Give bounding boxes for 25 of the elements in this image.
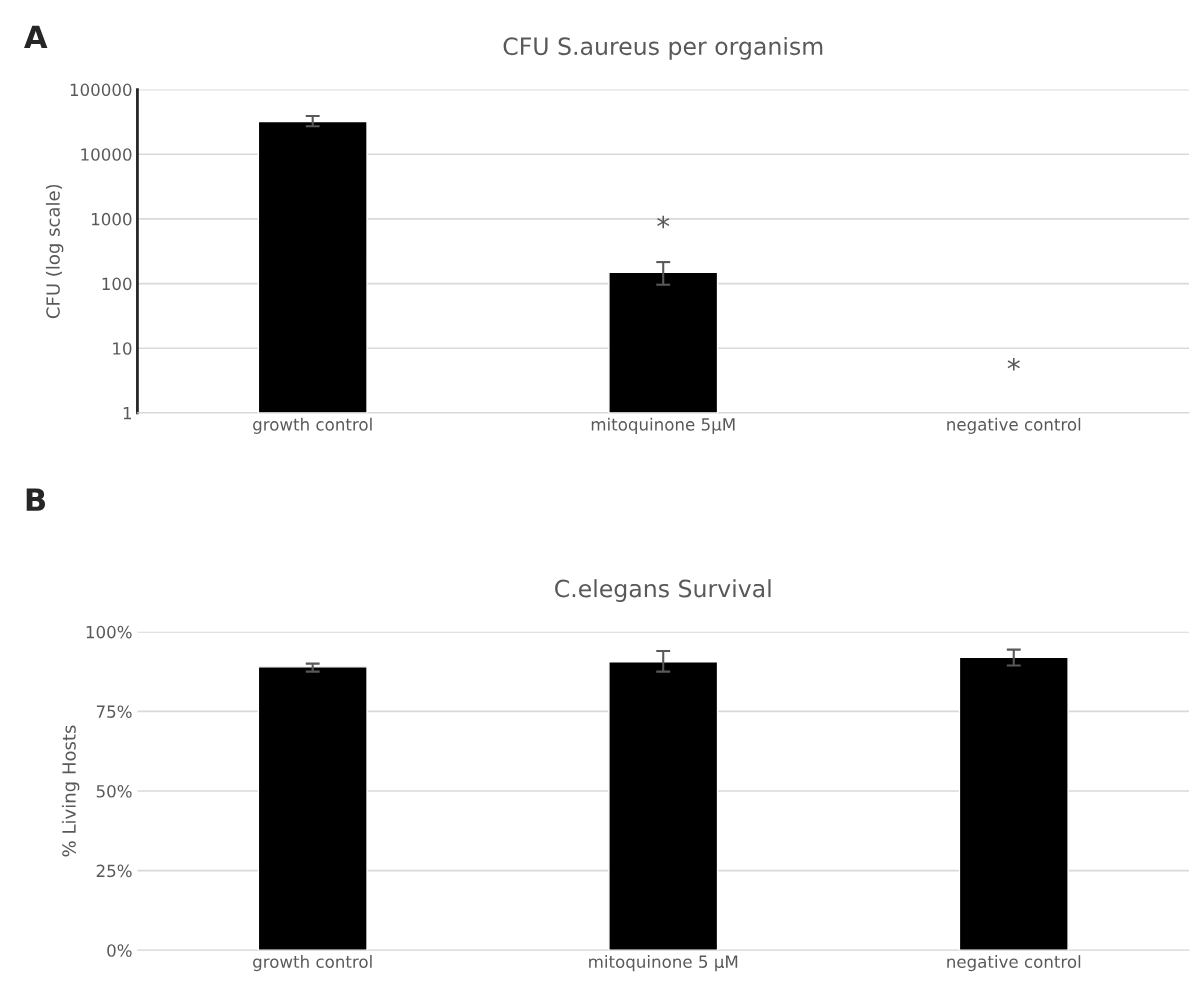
x-tick-label: negative control [947, 955, 1081, 972]
x-tick-label: mitoquinone 5 µM [589, 955, 738, 972]
y-tick-label: 10 [113, 342, 132, 355]
y-tick-label: 1000 [91, 212, 132, 226]
annotation: * [657, 215, 670, 229]
y-tick-label: 10000 [81, 148, 132, 161]
x-tick-label: growth control [253, 417, 372, 434]
y-tick-label: 100000 [70, 83, 132, 97]
y-tick-label: 50% [96, 784, 132, 798]
x-tick-label: growth control [253, 955, 372, 972]
annotation: * [1007, 357, 1020, 371]
y-axis-title: % Living Hosts [61, 725, 80, 857]
x-tick-label: mitoquinone 5µM [591, 417, 735, 434]
y-tick-label: 100% [86, 625, 132, 639]
y-tick-label: 0% [107, 944, 132, 957]
chart-title: CFU S.aureus per organism [503, 36, 823, 60]
x-tick-label: negative control [947, 417, 1081, 434]
text: A [24, 25, 48, 49]
y-tick-label: 100 [102, 277, 132, 291]
y-tick-label: 1 [123, 407, 132, 420]
chart-title: C.elegans Survival [555, 579, 771, 603]
text: B [26, 488, 46, 511]
y-axis-title: CFU (log scale) [45, 184, 64, 319]
y-tick-label: 25% [96, 864, 132, 878]
y-tick-label: 75% [96, 705, 132, 718]
